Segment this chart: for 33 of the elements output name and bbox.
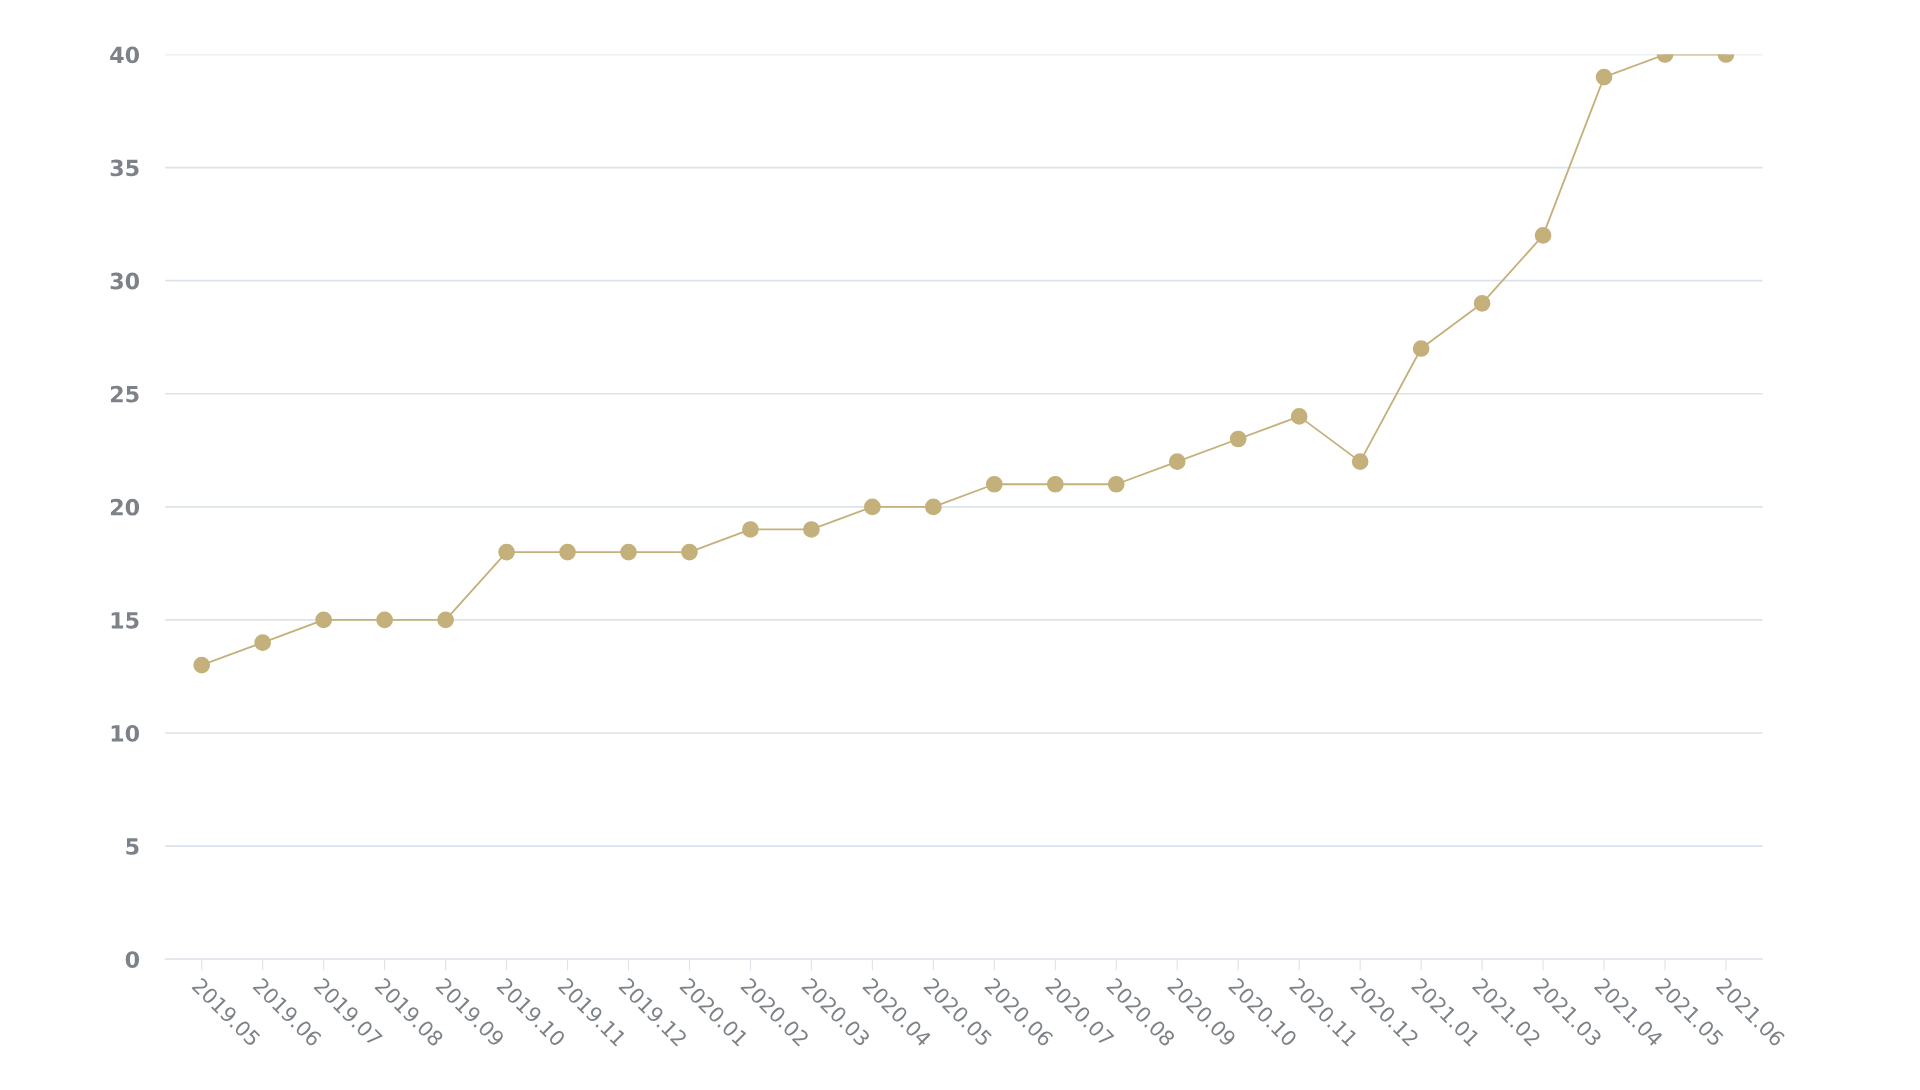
point — [864, 498, 881, 516]
point — [254, 634, 272, 651]
point — [925, 498, 942, 516]
point — [315, 611, 332, 629]
point — [1107, 475, 1125, 493]
y-tick-label: 0 — [125, 951, 140, 968]
point — [742, 521, 759, 538]
point — [559, 543, 576, 561]
point — [1595, 68, 1613, 86]
point — [985, 475, 1003, 493]
point — [803, 521, 820, 538]
y-tick-label: 5 — [126, 838, 139, 855]
y-tick-label: 20 — [110, 498, 140, 516]
y-tick-label: 10 — [111, 724, 140, 742]
y-tick-label: 15 — [111, 612, 139, 629]
y-tick-label: 40 — [110, 46, 140, 64]
point — [620, 543, 637, 561]
point — [1412, 340, 1430, 357]
point — [1351, 453, 1369, 470]
y-tick-label: 30 — [110, 272, 140, 290]
point — [681, 543, 698, 561]
y-tick-label: 35 — [110, 159, 139, 177]
point — [437, 611, 454, 629]
point — [1046, 475, 1064, 493]
point — [193, 656, 211, 674]
point — [1473, 294, 1491, 312]
point — [498, 543, 515, 561]
point — [1290, 408, 1308, 425]
point — [1229, 430, 1247, 448]
point — [376, 611, 393, 629]
y-tick-label: 25 — [110, 385, 139, 403]
point — [1534, 227, 1552, 244]
point — [1168, 453, 1186, 470]
